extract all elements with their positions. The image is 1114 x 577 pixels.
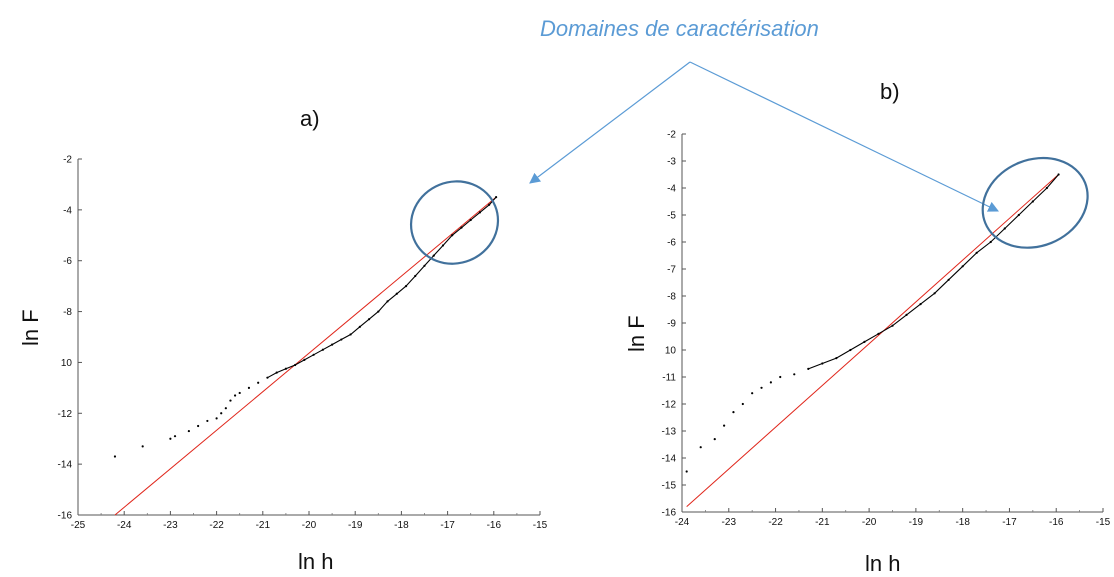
panel-b-data-point bbox=[793, 373, 796, 376]
panel-b-data-point bbox=[751, 392, 754, 395]
panel-a-y-tick-label: -6 bbox=[63, 256, 72, 267]
panel-a-data-point bbox=[247, 386, 251, 389]
panel-b-data-point bbox=[732, 411, 735, 414]
panel-a-x-tick-label: -25 bbox=[71, 520, 86, 531]
panel-a-x-tick-label: -24 bbox=[117, 520, 132, 531]
panel-b-x-tick-label: -17 bbox=[1002, 517, 1017, 528]
panel-a-data-point bbox=[215, 417, 218, 420]
panel-a-data-point bbox=[257, 381, 260, 384]
panel-a-data-point bbox=[220, 412, 223, 415]
panel-a-data-point bbox=[169, 437, 172, 440]
panel-b-x-tick-label: -21 bbox=[815, 517, 830, 528]
panel-b-data-point bbox=[769, 381, 772, 384]
arrow-to-panel-a bbox=[529, 61, 691, 184]
panel-b-y-tick-label: -15 bbox=[662, 481, 677, 492]
panel-a-ylabel: ln F bbox=[18, 309, 43, 346]
panel-b-x-tick-label: -24 bbox=[675, 517, 690, 528]
panel-b-highlight-ellipse bbox=[981, 156, 1089, 249]
panel-b-fit-line bbox=[686, 174, 1059, 507]
panel-a-data-point bbox=[233, 394, 237, 397]
panel-b-y-tick-label: -16 bbox=[662, 508, 677, 519]
panel-a-y-tick-label: -16 bbox=[58, 511, 73, 522]
panel-b-x-tick-label: -15 bbox=[1096, 517, 1111, 528]
panel-a-data-point bbox=[187, 429, 190, 433]
panel-a-data-point bbox=[206, 419, 209, 423]
panel-b-x-tick-label: -23 bbox=[722, 517, 737, 528]
panel-b-data-point bbox=[713, 438, 716, 441]
panel-b-y-tick-label: -11 bbox=[662, 373, 676, 384]
panel-b-ylabel: ln F bbox=[624, 315, 649, 352]
panel-b-y-tick-label: -13 bbox=[662, 427, 677, 438]
panel-b-x-tick-label: -22 bbox=[768, 517, 783, 528]
panel-b-data-point bbox=[699, 446, 702, 449]
arrow-to-panel-b bbox=[689, 61, 999, 212]
panel-a-y-tick-label: 10 bbox=[61, 358, 73, 369]
panel-a-data-point bbox=[197, 424, 200, 428]
panel-a-y-tick-label: -2 bbox=[63, 155, 72, 166]
panel-b-y-tick-label: -6 bbox=[667, 238, 676, 249]
panel-b-y-tick-label: -7 bbox=[667, 265, 676, 276]
panel-b-y-tick-label: -8 bbox=[667, 292, 676, 303]
panel-a-y-tick-label: -4 bbox=[63, 205, 72, 216]
panel-b-xlabel: ln h bbox=[865, 551, 900, 576]
panel-b-data-trace bbox=[808, 174, 1060, 370]
panel-a-highlight-ellipse bbox=[409, 180, 500, 265]
panel-b-y-tick-label: -14 bbox=[662, 454, 677, 465]
panel-b-data-point bbox=[741, 402, 744, 406]
panel-a-x-tick-label: -18 bbox=[394, 520, 409, 531]
panel-a-data-point bbox=[238, 391, 241, 395]
panel-a-xlabel: ln h bbox=[298, 549, 333, 574]
panel-b-y-tick-label: -5 bbox=[667, 211, 676, 222]
panel-b-y-tick-label: -9 bbox=[667, 319, 676, 330]
panel-b-label: b) bbox=[880, 79, 900, 104]
annotation-arrows bbox=[529, 61, 999, 212]
annotation-title: Domaines de caractérisation bbox=[540, 16, 819, 41]
panel-b: b) ln h ln F -24 -23 -22 -21 -20 -19 -18 -17 -16… bbox=[624, 79, 1111, 576]
panel-b-y-tick-label: -3 bbox=[667, 157, 676, 168]
panel-b-y-tick-label: -2 bbox=[667, 130, 676, 141]
panel-b-y-tick-label: -4 bbox=[667, 184, 676, 195]
panel-a-x-tick-label: -17 bbox=[440, 520, 455, 531]
panel-b-x-tick-label: -18 bbox=[955, 517, 970, 528]
panel-a-label: a) bbox=[300, 106, 320, 131]
panel-b-y-tick-label: 10 bbox=[665, 346, 677, 357]
panel-b-x-tick-label: -19 bbox=[909, 517, 924, 528]
panel-b-x-tick-label: -20 bbox=[862, 517, 877, 528]
panel-a-fit-line bbox=[114, 196, 497, 516]
panel-a-data-point bbox=[173, 435, 177, 438]
panel-b-data-point bbox=[779, 375, 782, 379]
panel-a-data-point bbox=[224, 407, 227, 410]
panel-a-x-tick-label: -16 bbox=[487, 520, 502, 531]
panel-a-x-tick-label: -23 bbox=[163, 520, 178, 531]
panel-a-data-point bbox=[229, 399, 232, 402]
panel-a-x-tick-label: -15 bbox=[533, 520, 548, 531]
panel-a-x-tick-label: -19 bbox=[348, 520, 363, 531]
panel-a-y-tick-label: -14 bbox=[58, 460, 73, 471]
panel-b-data-point bbox=[685, 470, 688, 473]
panel-a-x-tick-label: -21 bbox=[256, 520, 271, 531]
panel-b-data-point bbox=[760, 386, 763, 389]
panel-b-data-point bbox=[723, 424, 726, 427]
panel-a-data-trace bbox=[267, 196, 497, 379]
panel-b-x-tick-label: -16 bbox=[1049, 517, 1064, 528]
panel-a-data-point bbox=[141, 445, 144, 448]
panel-a-x-tick-label: -22 bbox=[209, 520, 224, 531]
panel-a-y-tick-label: -12 bbox=[58, 409, 73, 420]
panel-b-y-tick-label: -12 bbox=[662, 400, 677, 411]
panel-a-x-tick-label: -20 bbox=[302, 520, 317, 531]
panel-a: a) ln h ln F -25 -24 -23 -22 -21 -20 -19 -18 -17… bbox=[18, 106, 548, 574]
panel-a-data-point bbox=[113, 455, 117, 458]
panel-a-y-tick-label: -8 bbox=[63, 307, 72, 318]
